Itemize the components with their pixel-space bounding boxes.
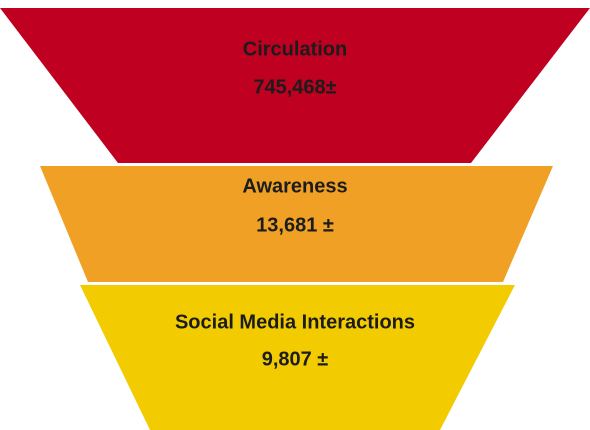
funnel-stage-awareness (40, 166, 553, 282)
stage-label: Awareness (242, 175, 347, 197)
stage-label: Circulation (243, 38, 347, 60)
stage-value: 9,807 ± (262, 348, 329, 370)
stage-label: Social Media Interactions (175, 311, 415, 333)
funnel-stage-circulation (0, 8, 590, 163)
stage-value: 745,468± (253, 76, 336, 98)
funnel-stage-social (80, 285, 515, 430)
stage-value: 13,681 ± (256, 214, 334, 236)
